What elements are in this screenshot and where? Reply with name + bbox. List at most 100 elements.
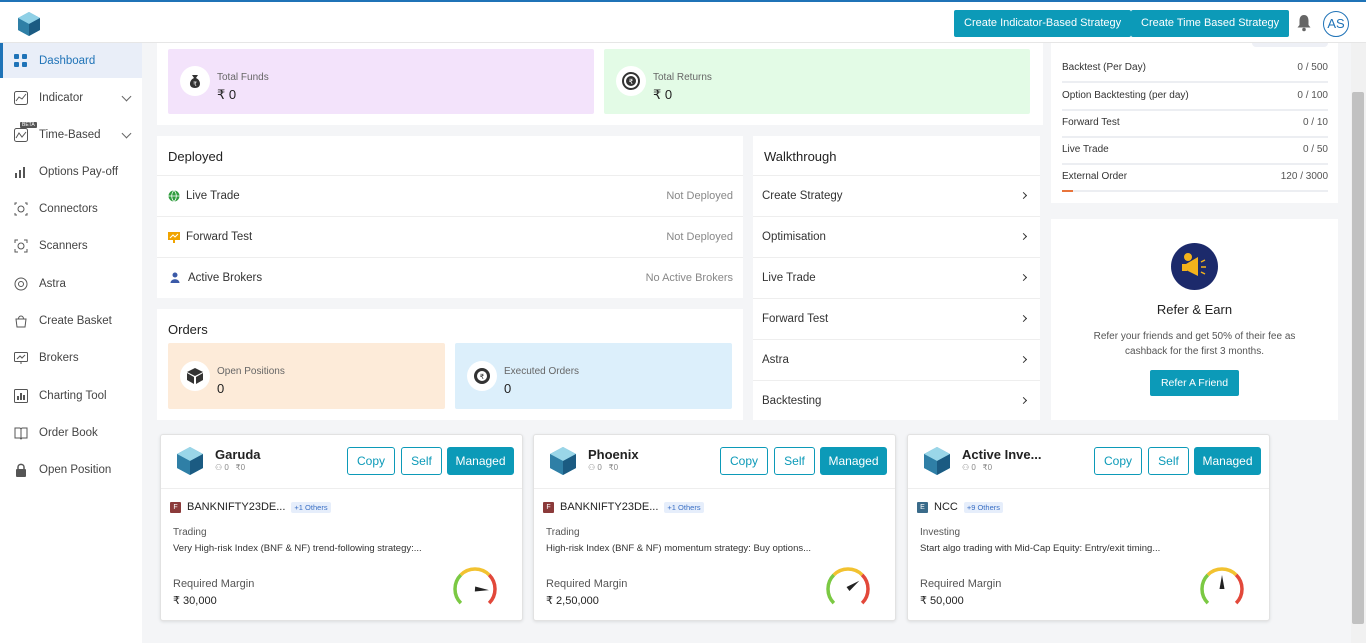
strategy-symbols: F BANKNIFTY23DE... +1 Others [543,501,704,513]
self-button[interactable]: Self [774,447,815,475]
strategy-card[interactable]: Phoenix ⚇ 0 ₹0 Copy Self Managed F BANKNI… [533,434,896,621]
bar-chart-icon [15,166,25,178]
sidebar-item-dashboard[interactable]: Dashboard [0,43,142,78]
sidebar-item-label: Time-Based [39,128,101,141]
strategy-logo-icon [550,447,576,475]
create-indicator-strategy-button[interactable]: Create Indicator-Based Strategy [954,10,1132,37]
sidebar-item-scanners[interactable]: Scanners [0,228,142,263]
limit-label: Backtest (Per Day) [1062,62,1146,73]
strategy-logo-icon [177,447,203,475]
strategy-description: Very High-risk Index (BNF & NF) trend-fo… [173,543,422,554]
brokers-icon [14,351,28,364]
deployed-row-value: Not Deployed [666,231,733,243]
scrollbar-thumb[interactable] [1352,92,1364,624]
others-badge[interactable]: +1 Others [291,501,331,513]
sidebar-item-indicator[interactable]: Indicator [0,80,142,115]
sidebar-item-astra[interactable]: Astra [0,266,142,301]
top-bar: Create Indicator-Based Strategy Create T… [0,0,1366,43]
executed-orders-value: 0 [504,381,512,396]
forward-test-icon [168,232,180,243]
strategy-category: Trading [546,527,580,538]
strategy-description: High-risk Index (BNF & NF) momentum stra… [546,543,812,554]
strategy-card[interactable]: Garuda ⚇ 0 ₹0 Copy Self Managed F BANKNIF… [160,434,523,621]
deployed-row-label: Forward Test [186,231,253,243]
walkthrough-item[interactable]: Astra [753,339,1040,380]
sidebar-item-brokers[interactable]: Brokers [0,340,142,375]
symbol-text: BANKNIFTY23DE... [560,501,659,513]
subscriber-count: 0 [971,463,976,472]
copy-button[interactable]: Copy [720,447,768,475]
limit-value: 0 / 10 [1302,117,1328,128]
chevron-right-icon [1019,191,1028,200]
subscriber-count: 0 [597,463,602,472]
executed-orders-panel[interactable]: ₹ Executed Orders 0 [455,343,732,409]
strategy-earnings: ₹0 [982,463,993,472]
managed-button[interactable]: Managed [1194,447,1261,475]
usage-limits-card: Backtest (Per Day) 0 / 500 Option Backtes… [1051,43,1338,203]
lock-icon [16,463,26,477]
strategy-category: Trading [173,527,207,538]
strategy-card[interactable]: Active Inve... ⚇ 0 ₹0 Copy Self Managed … [907,434,1270,621]
notification-bell-icon[interactable] [1296,14,1312,32]
app-logo-icon[interactable] [16,11,42,37]
managed-button[interactable]: Managed [447,447,514,475]
walkthrough-item-label: Forward Test [762,313,829,325]
sidebar-item-connectors[interactable]: Connectors [0,191,142,226]
gauge-mid-arc [1206,567,1238,577]
walkthrough-item[interactable]: Live Trade [753,257,1040,298]
managed-button[interactable]: Managed [820,447,887,475]
walkthrough-item[interactable]: Backtesting [753,380,1040,421]
open-positions-panel[interactable]: Open Positions 0 [168,343,445,409]
others-badge[interactable]: +9 Others [963,501,1003,513]
sidebar-item-order-book[interactable]: Order Book [0,415,142,450]
connectors-icon [14,202,28,215]
sidebar-item-open-position[interactable]: Open Position [0,452,142,487]
limit-value: 0 / 500 [1297,62,1328,73]
deployed-row-active-brokers[interactable]: Active Brokers No Active Brokers [157,257,743,298]
strategy-logo-icon [924,447,950,475]
self-button[interactable]: Self [1148,447,1189,475]
sidebar-item-charting-tool[interactable]: Charting Tool [0,378,142,413]
sidebar-item-time-based[interactable]: BETA Time-Based [0,117,142,152]
segment-badge: F [543,501,554,513]
gauge-mid-arc [459,567,491,577]
sidebar-item-options-payoff[interactable]: Options Pay-off [0,154,142,189]
svg-text:₹: ₹ [629,78,634,86]
strategy-symbols: F BANKNIFTY23DE... +1 Others [170,501,331,513]
deployed-row-live-trade[interactable]: Live Trade Not Deployed [157,175,743,216]
sidebar-item-label: Astra [39,277,66,290]
create-time-strategy-button[interactable]: Create Time Based Strategy [1131,10,1290,37]
walkthrough-item[interactable]: Optimisation [753,216,1040,257]
walkthrough-item[interactable]: Forward Test [753,298,1040,339]
strategy-symbols: E NCC +9 Others [917,501,1003,513]
chevron-down-icon [121,91,132,102]
copy-button[interactable]: Copy [347,447,395,475]
svg-text:₹: ₹ [193,81,197,88]
walkthrough-item-label: Backtesting [762,395,822,407]
deployed-row-forward-test[interactable]: Forward Test Not Deployed [157,216,743,257]
divider [908,488,1269,489]
strategy-name: Phoenix [588,447,639,462]
sidebar-item-create-basket[interactable]: Create Basket [0,303,142,338]
limit-value: 120 / 3000 [1280,171,1328,182]
others-badge[interactable]: +1 Others [664,501,704,513]
strategy-name: Garuda [215,447,261,462]
limit-label: Forward Test [1062,117,1120,128]
required-margin-value: ₹ 50,000 [920,595,964,607]
self-button[interactable]: Self [401,447,442,475]
gauge-low-arc [1200,573,1210,605]
required-margin-label: Required Margin [173,578,255,590]
sidebar-item-label: Scanners [39,239,88,252]
chevron-right-icon [1019,232,1028,241]
walkthrough-item[interactable]: Create Strategy [753,175,1040,216]
strategy-description: Start algo trading with Mid-Cap Equity: … [920,543,1161,554]
deployed-title: Deployed [168,149,223,164]
deployed-row-label: Live Trade [186,190,240,202]
deployed-row-value: No Active Brokers [645,272,733,284]
strategy-meta: ⚇ 0 ₹0 [588,463,619,472]
user-avatar[interactable]: AS [1323,11,1349,37]
limit-row: Option Backtesting (per day) 0 / 100 [1062,90,1328,116]
segment-badge: E [917,501,928,513]
copy-button[interactable]: Copy [1094,447,1142,475]
refer-friend-button[interactable]: Refer A Friend [1150,370,1239,396]
